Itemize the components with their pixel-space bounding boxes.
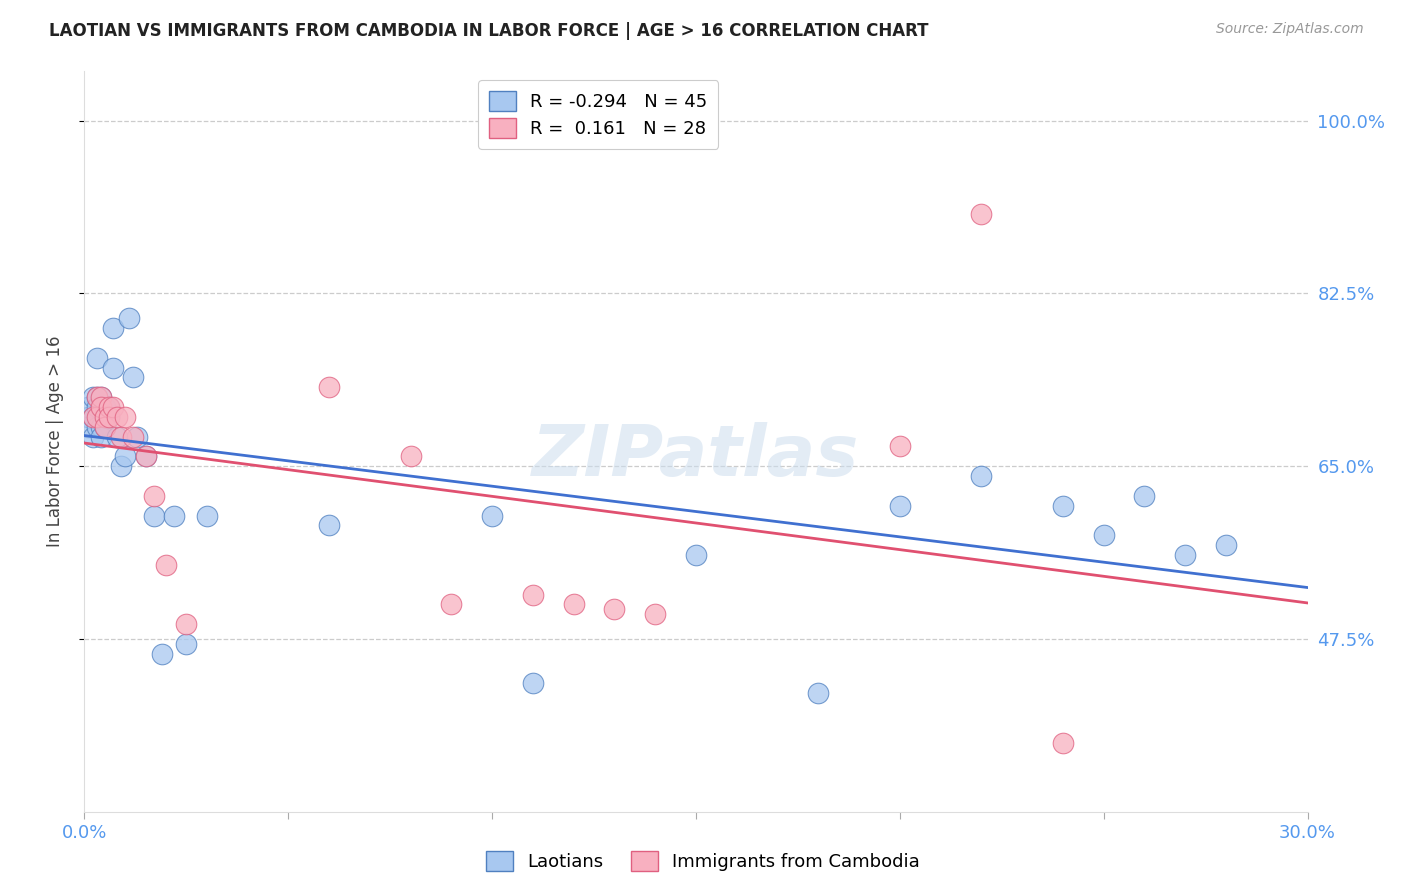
Point <box>97 409 120 424</box>
Point <box>522 588 544 602</box>
Point <box>1052 499 1074 513</box>
Point <box>93 419 115 434</box>
Point <box>90 429 112 443</box>
Point <box>90 400 112 414</box>
Point <box>93 409 115 424</box>
Point <box>90 390 112 404</box>
Point <box>481 508 503 523</box>
Point <box>105 409 128 424</box>
Legend: Laotians, Immigrants from Cambodia: Laotians, Immigrants from Cambodia <box>479 844 927 879</box>
Point <box>90 419 112 434</box>
Point <box>114 409 136 424</box>
Point <box>970 469 993 483</box>
Point <box>86 390 108 404</box>
Point <box>135 450 157 464</box>
Point <box>118 311 141 326</box>
Point <box>603 602 626 616</box>
Point <box>86 419 108 434</box>
Point <box>135 450 157 464</box>
Point <box>93 409 115 424</box>
Point <box>522 676 544 690</box>
Point <box>399 450 422 464</box>
Point <box>97 400 120 414</box>
Point <box>101 360 124 375</box>
Point <box>1052 736 1074 750</box>
Point <box>155 558 177 572</box>
Point <box>101 400 124 414</box>
Point <box>562 598 585 612</box>
Point <box>807 686 830 700</box>
Point <box>90 390 112 404</box>
Point <box>150 647 173 661</box>
Point <box>86 400 108 414</box>
Point <box>77 419 100 434</box>
Legend: R = -0.294   N = 45, R =  0.161   N = 28: R = -0.294 N = 45, R = 0.161 N = 28 <box>478 80 718 149</box>
Point <box>101 321 124 335</box>
Point <box>685 548 707 562</box>
Point <box>90 400 112 414</box>
Point <box>122 370 145 384</box>
Point <box>77 400 100 414</box>
Point <box>93 400 115 414</box>
Point <box>440 598 463 612</box>
Text: Source: ZipAtlas.com: Source: ZipAtlas.com <box>1216 22 1364 37</box>
Point <box>318 380 340 394</box>
Point <box>114 450 136 464</box>
Text: LAOTIAN VS IMMIGRANTS FROM CAMBODIA IN LABOR FORCE | AGE > 16 CORRELATION CHART: LAOTIAN VS IMMIGRANTS FROM CAMBODIA IN L… <box>49 22 929 40</box>
Point <box>97 409 120 424</box>
Point <box>1133 489 1156 503</box>
Point <box>97 400 120 414</box>
Point <box>86 409 108 424</box>
Point <box>82 409 104 424</box>
Y-axis label: In Labor Force | Age > 16: In Labor Force | Age > 16 <box>45 335 63 548</box>
Point <box>142 508 165 523</box>
Point <box>1092 528 1115 542</box>
Point <box>82 390 104 404</box>
Point <box>86 351 108 365</box>
Point <box>889 499 911 513</box>
Point <box>105 429 128 443</box>
Text: ZIPatlas: ZIPatlas <box>533 422 859 491</box>
Point <box>82 409 104 424</box>
Point <box>110 459 132 474</box>
Point <box>1174 548 1197 562</box>
Point <box>122 429 145 443</box>
Point <box>86 390 108 404</box>
Point <box>77 409 100 424</box>
Point <box>174 617 197 632</box>
Point <box>93 419 115 434</box>
Point <box>163 508 186 523</box>
Point <box>127 429 149 443</box>
Point <box>195 508 218 523</box>
Point <box>1215 538 1237 552</box>
Point <box>142 489 165 503</box>
Point <box>82 429 104 443</box>
Point <box>644 607 666 622</box>
Point <box>174 637 197 651</box>
Point <box>970 207 993 221</box>
Point <box>110 429 132 443</box>
Point <box>318 518 340 533</box>
Point <box>889 440 911 454</box>
